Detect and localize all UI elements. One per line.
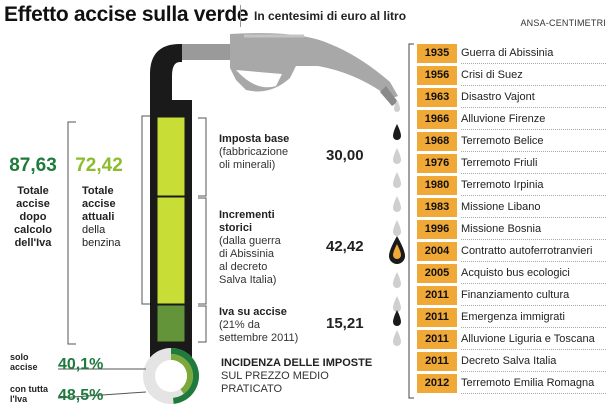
timeline-year: 1968: [417, 132, 457, 151]
timeline-row: 1996 Missione Bosnia: [417, 220, 606, 240]
timeline-row: 1980 Terremoto Irpinia: [417, 176, 606, 196]
timeline-year: 2011: [417, 330, 457, 349]
timeline-row: 1968 Terremoto Belice: [417, 132, 606, 152]
timeline-event: Terremoto Irpinia: [461, 176, 606, 196]
timeline-year: 2005: [417, 264, 457, 283]
timeline-row: 1956 Crisi di Suez: [417, 66, 606, 86]
timeline-year: 1976: [417, 154, 457, 173]
timeline-event: Finanziamento cultura: [461, 286, 606, 306]
timeline-event: Crisi di Suez: [461, 66, 606, 86]
title-divider: [240, 5, 241, 27]
excise-only-percent: 40,1%: [58, 356, 104, 373]
timeline-year: 1996: [417, 220, 457, 239]
timeline-event: Disastro Vajont: [461, 88, 606, 108]
timeline-year: 1966: [417, 110, 457, 129]
timeline-event: Missione Libano: [461, 198, 606, 218]
page-subtitle: In centesimi di euro al litro: [254, 9, 407, 23]
timeline-year: 1956: [417, 66, 457, 85]
excise-only-label: solo accise: [10, 352, 38, 372]
base-tax-bracket: [198, 117, 207, 197]
incidence-title: INCIDENZA DELLE IMPOSTE SUL PREZZO MEDIO…: [221, 357, 373, 395]
timeline-event: Acquisto bus ecologici: [461, 264, 606, 284]
page-title: Effetto accise sulla verde: [4, 3, 249, 26]
with-vat-percent: 48,5%: [58, 387, 104, 404]
current-bracket: [141, 115, 150, 305]
timeline-year: 2011: [417, 308, 457, 327]
vat-on-excise-value: 15,21: [326, 315, 364, 332]
timeline-year: 2011: [417, 286, 457, 305]
timeline-event: Decreto Salva Italia: [461, 352, 606, 372]
total-after-vat-label: Totale accise dopo calcolo dell'Iva: [14, 185, 52, 249]
timeline-event: Terremoto Belice: [461, 132, 606, 152]
fuel-tube: [150, 44, 192, 372]
timeline-event: Alluvione Liguria e Toscana: [461, 330, 606, 350]
timeline-row: 1983 Missione Libano: [417, 198, 606, 218]
timeline-row: 2011 Finanziamento cultura: [417, 286, 606, 306]
vat-on-excise-text: Iva su accise (21% da settembre 2011): [219, 306, 299, 344]
timeline-year: 2004: [417, 242, 457, 261]
timeline-bracket: [408, 43, 414, 399]
total-current-value: 72,42: [75, 155, 123, 176]
timeline-row: 1966 Alluvione Firenze: [417, 110, 606, 130]
timeline-year: 2012: [417, 374, 457, 393]
fuel-nozzle-icon: [180, 33, 398, 106]
timeline-row: 2004 Contratto autoferrotranvieri: [417, 242, 606, 262]
timeline-year: 1963: [417, 88, 457, 107]
timeline-year: 1935: [417, 44, 457, 63]
timeline-row: 2012 Terremoto Emilia Romagna: [417, 374, 606, 394]
timeline-event: Contratto autoferrotranvieri: [461, 242, 606, 262]
vat-bracket: [198, 305, 207, 343]
timeline-year: 1983: [417, 198, 457, 217]
with-vat-label: con tutta l'Iva: [10, 384, 48, 404]
total-current-label: Totale accise attuali della benzina: [82, 185, 121, 249]
historic-increments-text: Incrementi storici (dalla guerra di Abis…: [219, 209, 281, 286]
timeline-row: 2011 Decreto Salva Italia: [417, 352, 606, 372]
base-tax-value: 30,00: [326, 147, 364, 164]
timeline-row: 2005 Acquisto bus ecologici: [417, 264, 606, 284]
timeline-year: 1980: [417, 176, 457, 195]
timeline-event: Missione Bosnia: [461, 220, 606, 240]
historic-increments-value: 42,42: [326, 238, 364, 255]
timeline-row: 1976 Terremoto Friuli: [417, 154, 606, 174]
historic-bracket: [198, 197, 207, 305]
timeline-event: Emergenza immigrati: [461, 308, 606, 328]
timeline-row: 2011 Alluvione Liguria e Toscana: [417, 330, 606, 350]
timeline-event: Terremoto Friuli: [461, 154, 606, 174]
timeline-row: 2011 Emergenza immigrati: [417, 308, 606, 328]
source-credit: ANSA-CENTIMETRI: [520, 18, 606, 28]
timeline-event: Terremoto Emilia Romagna: [461, 374, 606, 394]
fuel-drops: [389, 100, 405, 346]
incidence-donut: [57, 348, 200, 404]
timeline-event: Alluvione Firenze: [461, 110, 606, 130]
base-tax-text: Imposta base (fabbricazione oli minerali…: [219, 133, 290, 171]
timeline-event: Guerra di Abissinia: [461, 44, 606, 64]
timeline-row: 1935 Guerra di Abissinia: [417, 44, 606, 64]
total-after-vat-value: 87,63: [9, 155, 57, 176]
timeline-year: 2011: [417, 352, 457, 371]
after-vat-bracket: [67, 121, 76, 345]
timeline-row: 1963 Disastro Vajont: [417, 88, 606, 108]
